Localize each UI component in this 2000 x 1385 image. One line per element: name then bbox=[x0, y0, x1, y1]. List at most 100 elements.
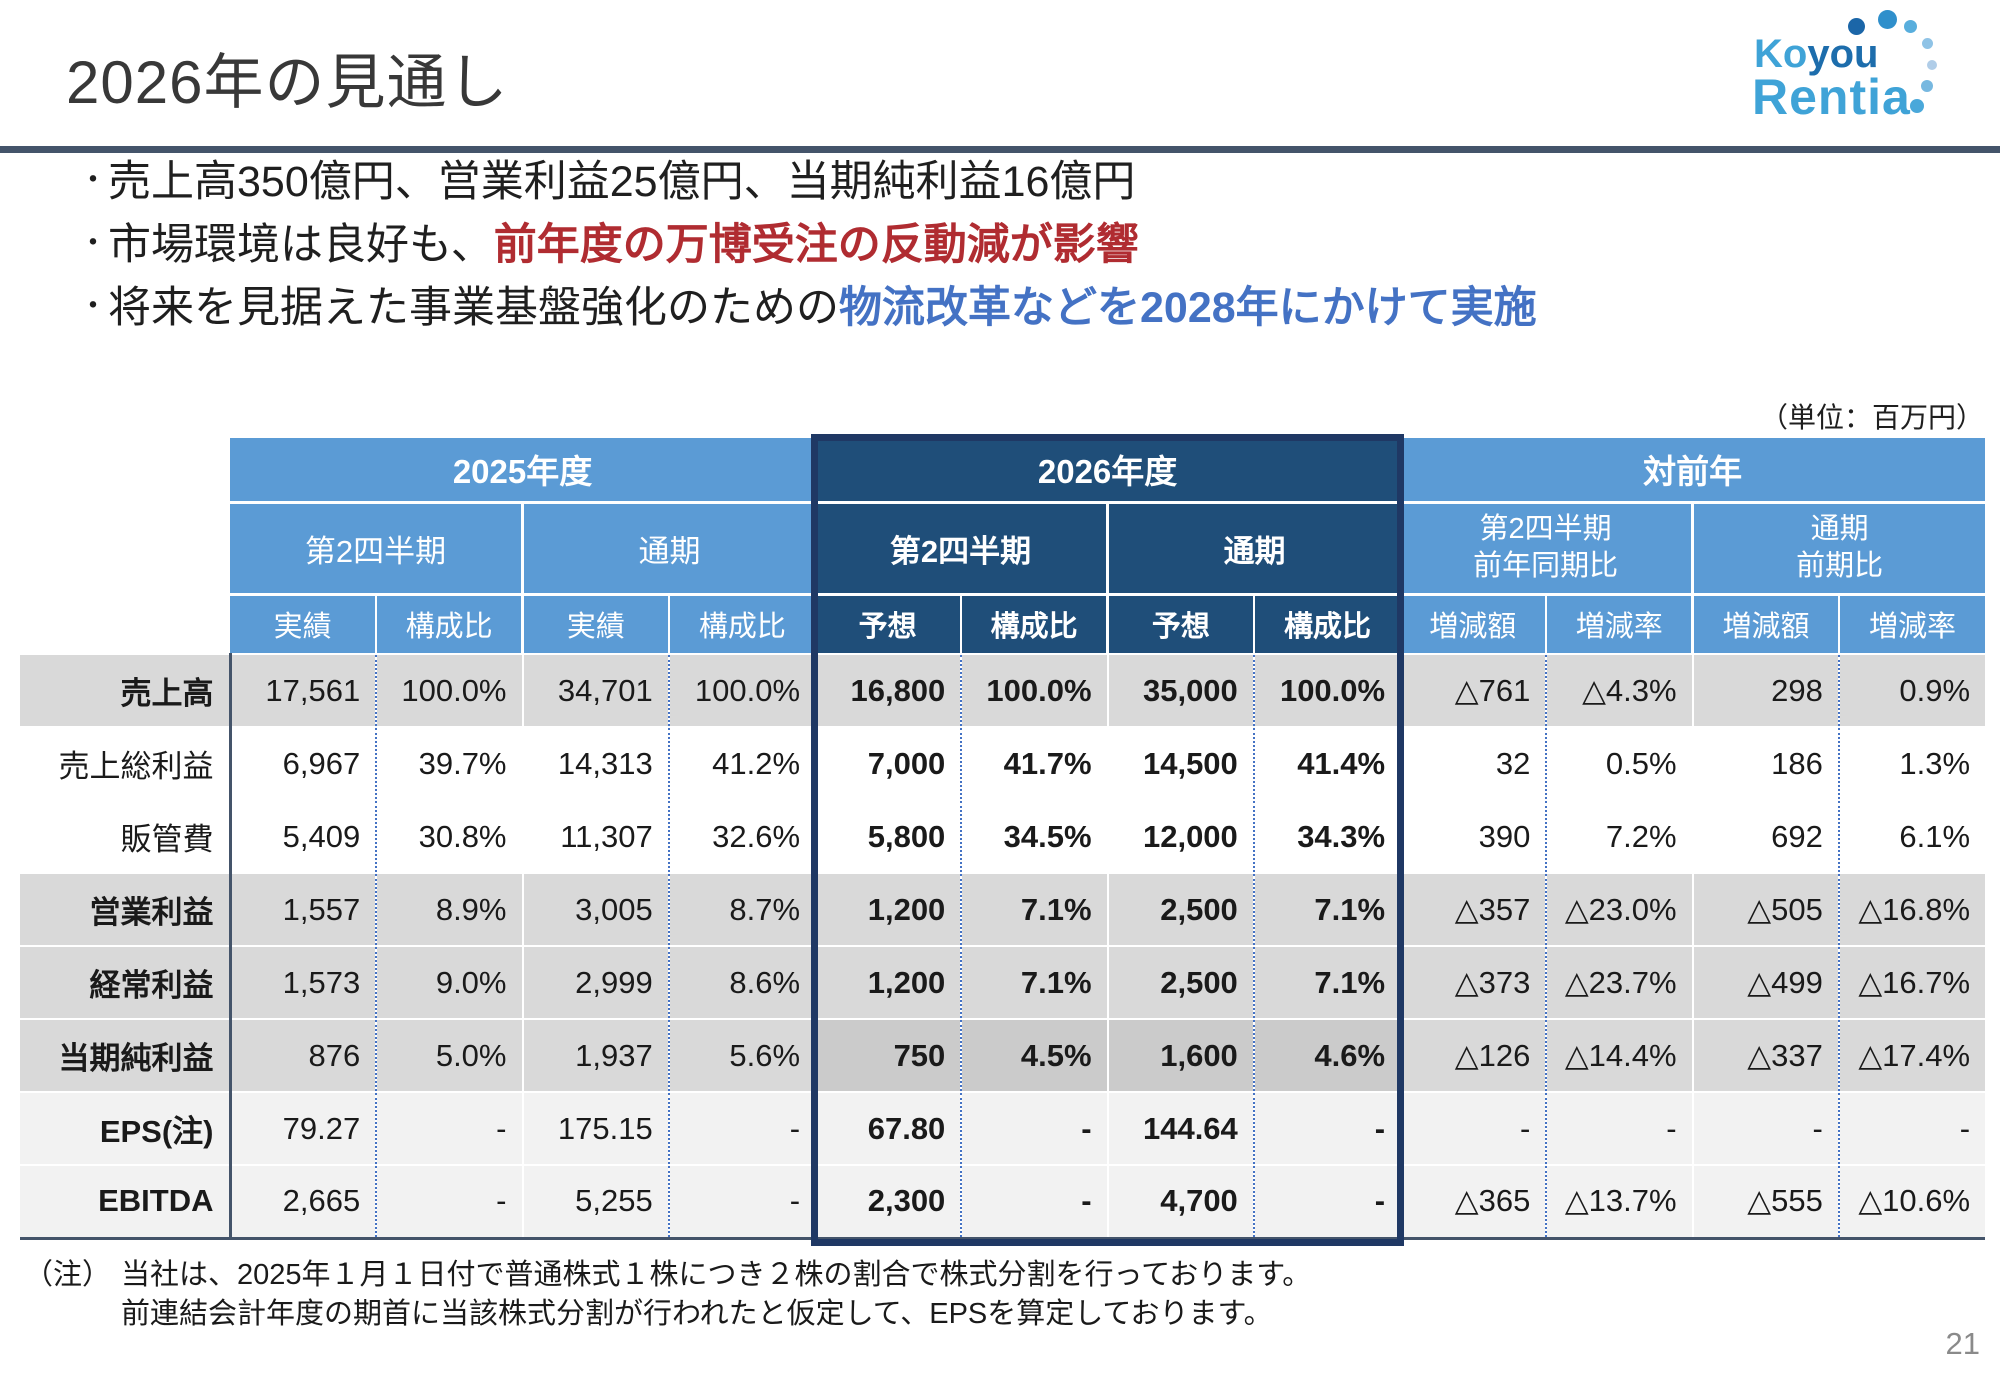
table-cell: 79.27 bbox=[228, 1091, 377, 1165]
table-cell: △14.4% bbox=[1545, 1018, 1693, 1092]
table-cell: △126 bbox=[1400, 1018, 1547, 1092]
table-cell: 692 bbox=[1691, 799, 1839, 873]
metric-header: 増減額 bbox=[1400, 592, 1547, 654]
bullet-logistics: ・将来を見据えた事業基盤強化のための物流改革などを2028年にかけて実施 bbox=[78, 284, 1537, 332]
header-year-row: 2025年度 2026年度 対前年 bbox=[20, 438, 1986, 654]
table-cell: - bbox=[960, 1164, 1108, 1240]
table-cell: 7.1% bbox=[960, 945, 1108, 1019]
table-cell: 6.1% bbox=[1837, 799, 1986, 873]
period-2025-q2: 第2四半期 bbox=[230, 500, 523, 594]
highlight-red-text: 前年度の万博受注の反動減が影響 bbox=[493, 221, 1139, 269]
table-cell: 0.9% bbox=[1837, 653, 1986, 727]
table-cell: 41.2% bbox=[667, 726, 816, 800]
table-cell: 0.5% bbox=[1545, 726, 1693, 800]
page-number: 21 bbox=[1945, 1326, 1980, 1361]
period-yoy-q2: 第2四半期 前年同期比 bbox=[1400, 500, 1693, 594]
table-cell: 4.6% bbox=[1252, 1018, 1401, 1092]
table-cell: 7.2% bbox=[1545, 799, 1693, 873]
table-cell: 1,600 bbox=[1106, 1018, 1254, 1092]
table-cell: 6,967 bbox=[228, 726, 377, 800]
table-cell: 1,937 bbox=[521, 1018, 669, 1092]
footnote-text: 当社は、2025年１月１日付で普通株式１株につき２株の割合で株式分割を行っており… bbox=[121, 1259, 1312, 1330]
header-metric-row: 実績 構成比 実績 構成比 予想 構成比 予想 構成比 増減額 増減率 増減額 … bbox=[20, 592, 1986, 654]
company-logo: Koyou Rentia bbox=[1752, 6, 1972, 125]
table-cell: 39.7% bbox=[375, 726, 523, 800]
table-cell: 9.0% bbox=[375, 945, 523, 1019]
table-body: 売上高 17,561 100.0% 34,701 100.0% 16,800 100.0% 3… bbox=[20, 653, 1986, 1240]
table-cell: 2,300 bbox=[815, 1164, 962, 1240]
row-label: 売上総利益 bbox=[20, 726, 230, 800]
bullet-revenue: ・売上高350億円、営業利益25億円、当期純利益16億円 bbox=[78, 158, 1136, 206]
metric-header: 構成比 bbox=[960, 592, 1108, 654]
logo-dot bbox=[1927, 60, 1937, 70]
table-cell: - bbox=[375, 1091, 523, 1165]
metric-header: 増減額 bbox=[1691, 592, 1839, 654]
table-cell: 8.7% bbox=[667, 872, 816, 946]
table-cell: 32 bbox=[1400, 726, 1547, 800]
table-cell: 1,573 bbox=[228, 945, 377, 1019]
table-cell: △373 bbox=[1400, 945, 1547, 1019]
table-cell: 16,800 bbox=[815, 653, 962, 727]
table-cell: 1.3% bbox=[1837, 726, 1986, 800]
metric-header: 予想 bbox=[815, 592, 962, 654]
table-row: 経常利益 1,573 9.0% 2,999 8.6% 1,200 7.1% 2,500 7.1%… bbox=[20, 945, 1986, 1019]
table-cell: 34.5% bbox=[960, 799, 1108, 873]
logo-dot bbox=[1922, 38, 1933, 49]
col-group-yoy: 対前年 bbox=[1400, 438, 1986, 502]
table-cell: 41.7% bbox=[960, 726, 1108, 800]
table-cell: 32.6% bbox=[667, 799, 816, 873]
table-cell: 876 bbox=[228, 1018, 377, 1092]
period-2025-full: 通期 bbox=[521, 500, 816, 594]
logo-dot bbox=[1878, 10, 1897, 29]
table-cell: 1,200 bbox=[815, 945, 962, 1019]
table-cell: 12,000 bbox=[1106, 799, 1254, 873]
footnote-marker: （注） bbox=[24, 1259, 112, 1291]
table-cell: 390 bbox=[1400, 799, 1547, 873]
table-cell: 298 bbox=[1691, 653, 1839, 727]
title-divider bbox=[0, 146, 2000, 153]
table-cell: 2,665 bbox=[228, 1164, 377, 1240]
table-cell: 2,500 bbox=[1106, 872, 1254, 946]
table-cell: - bbox=[1400, 1091, 1547, 1165]
bullet-dot-icon: ・ bbox=[78, 164, 108, 197]
table-cell: △555 bbox=[1691, 1164, 1839, 1240]
table-cell: 5,800 bbox=[815, 799, 962, 873]
table-cell: 8.9% bbox=[375, 872, 523, 946]
table-cell: 2,500 bbox=[1106, 945, 1254, 1019]
table-header: 2025年度 2026年度 対前年 第2四半期 通期 第2四半期 通期 第2四半… bbox=[20, 438, 1986, 654]
forecast-table: 2025年度 2026年度 対前年 第2四半期 通期 第2四半期 通期 第2四半… bbox=[20, 434, 1986, 1246]
table-cell: 7.1% bbox=[960, 872, 1108, 946]
table-cell: - bbox=[960, 1091, 1108, 1165]
logo-dot bbox=[1848, 18, 1865, 35]
table-row: 営業利益 1,557 8.9% 3,005 8.7% 1,200 7.1% 2,500 7.1%… bbox=[20, 872, 1986, 946]
table-corner bbox=[20, 438, 230, 654]
table-cell: - bbox=[1691, 1091, 1839, 1165]
page-title: 2026年の見通し bbox=[66, 49, 509, 116]
table-cell: △357 bbox=[1400, 872, 1547, 946]
table-cell: △499 bbox=[1691, 945, 1839, 1019]
table-cell: △337 bbox=[1691, 1018, 1839, 1092]
metric-header: 構成比 bbox=[667, 592, 816, 654]
table-cell: △13.7% bbox=[1545, 1164, 1693, 1240]
table-cell: 4,700 bbox=[1106, 1164, 1254, 1240]
row-label: 営業利益 bbox=[20, 872, 230, 946]
highlight-blue-text: 物流改革などを2028年にかけて実施 bbox=[839, 284, 1537, 332]
table-cell: △4.3% bbox=[1545, 653, 1693, 727]
table-cell: 17,561 bbox=[228, 653, 377, 727]
table-cell: 175.15 bbox=[521, 1091, 669, 1165]
table-row: 売上高 17,561 100.0% 34,701 100.0% 16,800 100.0% 3… bbox=[20, 653, 1986, 727]
logo-dot bbox=[1910, 99, 1924, 113]
row-label: 経常利益 bbox=[20, 945, 230, 1019]
table-cell: △16.7% bbox=[1837, 945, 1986, 1019]
table-cell: - bbox=[1545, 1091, 1693, 1165]
table-row: 売上総利益 6,967 39.7% 14,313 41.2% 7,000 41.7% 14,5… bbox=[20, 726, 1986, 800]
table-row: EBITDA 2,665-5,255-2,300-4,700- △365 △13.7%… bbox=[20, 1164, 1986, 1240]
table-cell: 3,005 bbox=[521, 872, 669, 946]
metric-header: 増減率 bbox=[1837, 592, 1986, 654]
period-2026-q2: 第2四半期 bbox=[815, 500, 1108, 594]
col-group-fy2026: 2026年度 bbox=[815, 438, 1401, 502]
footnote: （注） 当社は、2025年１月１日付で普通株式１株につき２株の割合で株式分割を行… bbox=[24, 1256, 1311, 1334]
table-cell: 34,701 bbox=[521, 653, 669, 727]
table-cell: 4.5% bbox=[960, 1018, 1108, 1092]
row-label: EBITDA bbox=[20, 1164, 230, 1240]
